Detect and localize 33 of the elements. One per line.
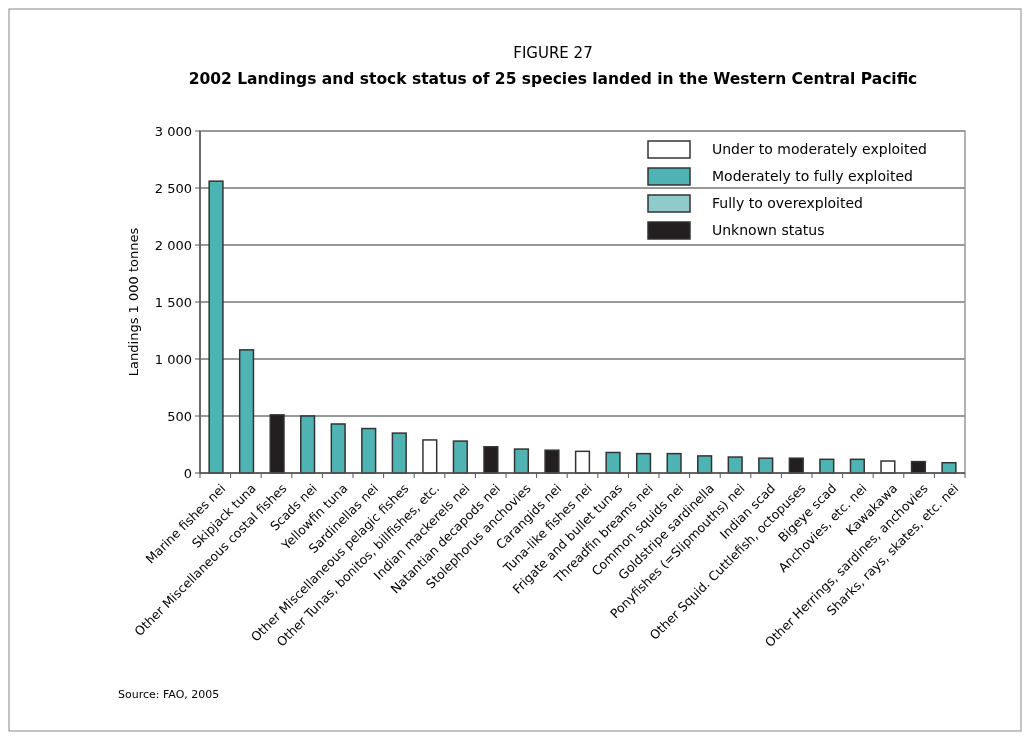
bar [391,432,407,474]
y-tick-label: 1 500 [154,294,192,310]
legend-label: Unknown status [712,221,825,238]
y-tick-label: 2 000 [154,237,192,253]
bar [574,450,591,474]
bar [727,456,743,474]
y-tick-label: 2 500 [154,180,192,196]
bar [941,461,957,474]
y-tick-label: 500 [167,408,192,424]
y-axis-title: Landings 1 000 tonnes [126,227,141,377]
y-tick-label: 0 [183,465,192,481]
source-note: Source: FAO, 2005 [118,688,220,701]
chart-subtitle: 2002 Landings and stock status of 25 species landed in the Western Central Pacific [188,70,918,88]
chart-title: FIGURE 27 [513,44,593,62]
bar [758,457,774,474]
y-tick-label: 3 000 [154,123,192,139]
bar [697,455,713,474]
bar [788,457,804,474]
bar [330,423,346,474]
legend-label: Under to moderately exploited [712,140,927,157]
legend-label: Moderately to fully exploited [712,167,913,184]
bar [635,452,652,474]
bar [544,449,560,474]
bar [361,427,377,474]
bar [513,448,530,474]
bar [452,440,468,474]
bar [422,439,438,474]
bar [483,446,499,474]
bar [666,452,682,474]
bar [605,451,621,474]
bar [880,460,896,474]
y-tick-label: 1 000 [154,351,192,367]
legend-label: Fully to overexploited [712,194,863,211]
